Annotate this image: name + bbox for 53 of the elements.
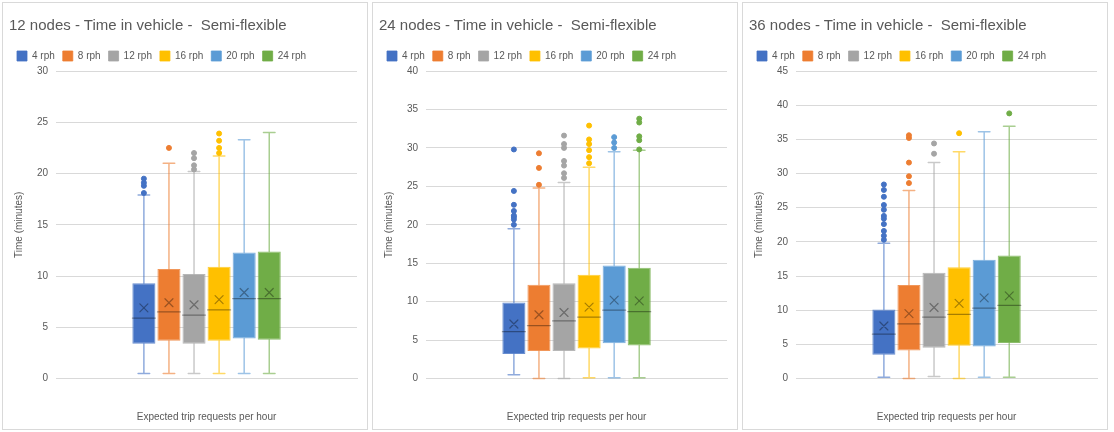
y-tick-label: 40 [407,64,419,76]
legend-label: 16 rph [544,49,574,61]
legend-label: 8 rph [817,49,841,61]
y-tick-label: 10 [407,295,419,307]
y-tick-label: 0 [412,372,419,384]
y-tick-label: 10 [37,269,49,281]
y-axis-title: Time (minutes) [752,191,764,258]
legend-label: 20 rph [966,49,995,61]
legend-label: 16 rph [174,49,204,61]
y-tick-label: 25 [407,180,419,192]
y-tick-label: 5 [412,333,419,345]
x-axis-title: Expected trip requests per hour [136,410,277,422]
legend-label: 12 rph [863,49,892,61]
y-tick-label: 5 [782,338,789,350]
y-tick-label: 25 [37,116,49,128]
y-tick-label: 10 [777,303,789,315]
legend-label: 24 rph [647,49,677,61]
legend-label: 20 rph [596,49,625,61]
y-tick-label: 35 [407,103,419,115]
y-tick-label: 35 [777,133,789,145]
y-tick-label: 15 [777,269,789,281]
y-tick-label: 20 [407,218,419,230]
y-axis-title: Time (minutes) [382,191,394,258]
x-axis-title: Expected trip requests per hour [506,410,647,422]
legend-label: 16 rph [914,49,944,61]
y-tick-label: 20 [37,167,49,179]
y-tick-label: 45 [777,64,789,76]
y-tick-label: 40 [777,98,789,110]
x-axis-title: Expected trip requests per hour [876,410,1017,422]
chart-title: 36 nodes - Time in vehicle - Semi-flexible [749,16,1027,34]
legend-label: 4 rph [32,49,55,61]
y-tick-label: 25 [777,201,789,213]
y-tick-label: 20 [777,235,789,247]
y-tick-label: 0 [42,372,49,384]
legend-label: 8 rph [77,49,101,61]
y-tick-label: 15 [407,257,419,268]
legend-label: 12 rph [123,49,152,61]
chart-title: 12 nodes - Time in vehicle - Semi-flexible [9,16,287,34]
y-tick-label: 30 [407,141,419,153]
y-tick-label: 15 [37,218,49,230]
legend-label: 4 rph [402,49,425,61]
legend-label: 20 rph [226,49,255,61]
y-axis-title: Time (minutes) [12,191,24,258]
legend-label: 24 rph [1017,49,1047,61]
legend-label: 24 rph [277,49,307,61]
chart-title: 24 nodes - Time in vehicle - Semi-flexible [379,16,657,34]
y-tick-label: 0 [782,372,789,384]
legend-label: 8 rph [447,49,471,61]
legend-label: 4 rph [772,49,795,61]
y-tick-label: 5 [42,321,49,333]
legend-label: 12 rph [493,49,522,61]
y-tick-label: 30 [37,64,49,76]
y-tick-label: 30 [777,167,789,179]
